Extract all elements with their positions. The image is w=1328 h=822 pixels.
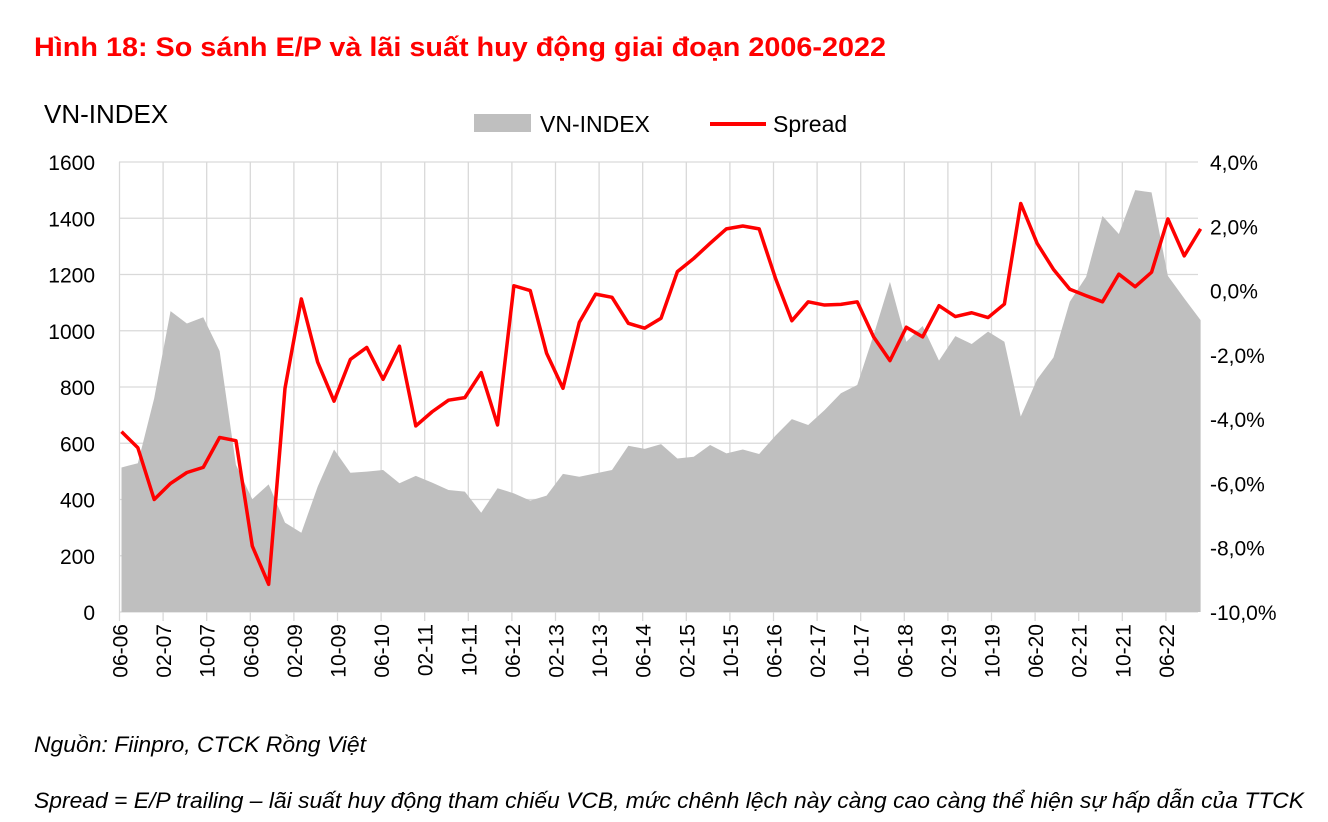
- x-axis-ticks: 06-06 02-07 10-07 06-08 02-09 10-09 06-10 02-11…: [110, 624, 1179, 678]
- x-tick-label: 10-07: [197, 624, 220, 678]
- x-tick-label: 10-19: [982, 624, 1005, 678]
- left-tick-label: 0: [83, 602, 95, 625]
- right-tick-label: -6,0%: [1210, 473, 1265, 496]
- left-tick-label: 1200: [48, 265, 95, 288]
- right-tick-label: 4,0%: [1210, 152, 1258, 175]
- x-tick-label: 02-17: [807, 624, 830, 678]
- x-tick-label: 06-22: [1156, 624, 1179, 678]
- source-note: Nguồn: Fiinpro, CTCK Rồng Việt: [34, 732, 367, 757]
- x-tick-label: 10-17: [851, 624, 874, 678]
- right-tick-label: 2,0%: [1210, 216, 1258, 239]
- left-tick-label: 200: [60, 546, 95, 569]
- x-tick-label: 02-19: [938, 624, 961, 678]
- x-tick-label: 06-20: [1025, 624, 1048, 678]
- x-tick-label: 06-08: [240, 624, 263, 678]
- x-tick-label: 02-07: [153, 624, 176, 678]
- x-tick-label: 02-21: [1069, 624, 1092, 678]
- right-tick-label: 0,0%: [1210, 281, 1258, 304]
- left-tick-label: 800: [60, 377, 95, 400]
- left-tick-label: 600: [60, 433, 95, 456]
- x-tick-label: 06-14: [633, 624, 656, 678]
- x-tick-label: 02-09: [284, 624, 307, 678]
- left-tick-label: 1000: [48, 321, 95, 344]
- right-tick-label: -4,0%: [1210, 409, 1265, 432]
- legend-swatch-vnindex: [474, 114, 531, 132]
- right-tick-label: -10,0%: [1210, 602, 1277, 625]
- x-tick-label: 10-13: [589, 624, 612, 678]
- left-axis-title: VN-INDEX: [44, 99, 168, 129]
- x-tick-label: 10-15: [720, 624, 743, 678]
- x-tick-label: 06-10: [371, 624, 394, 678]
- left-tick-label: 1400: [48, 208, 95, 231]
- vnindex-area: [121, 190, 1201, 612]
- legend-label-spread: Spread: [773, 111, 847, 137]
- x-tick-label: 06-16: [764, 624, 787, 678]
- x-tick-label: 10-21: [1112, 624, 1135, 678]
- x-tick-label: 06-06: [110, 624, 133, 678]
- right-axis-ticks: -10,0% -8,0% -6,0% -4,0% -2,0% 0,0% 2,0% 4,0%: [1210, 152, 1277, 625]
- legend-label-vnindex: VN-INDEX: [540, 111, 650, 137]
- legend: VN-INDEX Spread: [474, 111, 847, 137]
- spread-definition-note: Spread = E/P trailing – lãi suất huy độn…: [34, 788, 1305, 813]
- x-tick-label: 06-18: [894, 624, 917, 678]
- x-tick-label: 10-09: [328, 624, 351, 678]
- spread-line-layer: [120, 201, 1203, 587]
- x-tick-label: 02-11: [415, 624, 438, 676]
- vnindex-area-layer: [121, 190, 1201, 612]
- left-axis-ticks: 0 200 400 600 800 1000 1200 1400 1600: [48, 152, 95, 625]
- left-tick-label: 1600: [48, 152, 95, 175]
- left-tick-label: 400: [60, 490, 95, 513]
- right-tick-label: -2,0%: [1210, 345, 1265, 368]
- x-tick-label: 10-11: [458, 624, 481, 676]
- x-tick-label: 02-15: [676, 624, 699, 678]
- x-tick-label: 06-12: [502, 624, 525, 678]
- chart-title: Hình 18: So sánh E/P và lãi suất huy độn…: [34, 32, 886, 62]
- x-tick-label: 02-13: [546, 624, 569, 678]
- right-tick-label: -8,0%: [1210, 538, 1265, 561]
